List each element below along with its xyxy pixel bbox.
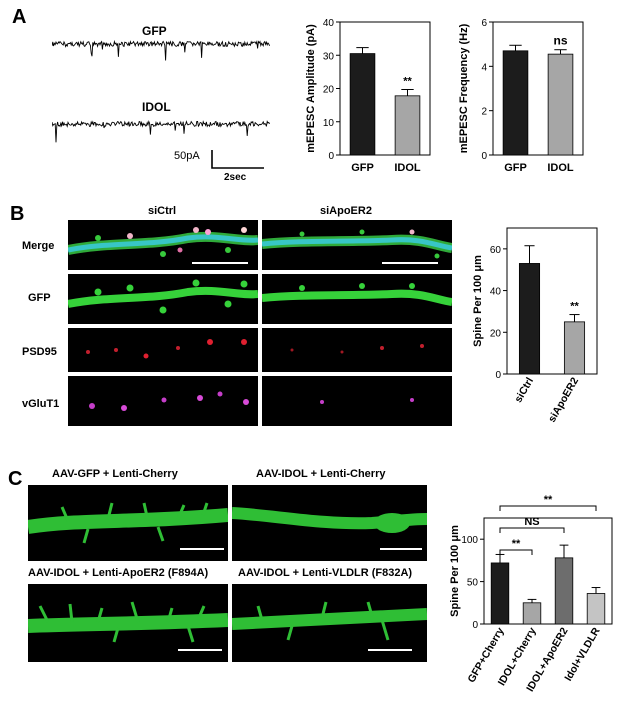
scale-label-x: 2sec <box>224 172 247 183</box>
image-title-2: AAV-IDOL + Lenti-Cherry <box>256 468 386 480</box>
micrograph-gfp-siapoer2 <box>262 274 452 324</box>
panel-b-label: B <box>10 203 25 225</box>
y-tick-label: 6 <box>481 18 487 29</box>
bar-gfp-cherry <box>490 562 510 625</box>
y-tick-label: 4 <box>481 62 487 73</box>
micrograph-vglut1-siapoer2 <box>262 376 452 426</box>
trace-gfp <box>52 39 270 61</box>
scale-bar <box>211 150 264 169</box>
y-tick-label: 2 <box>481 107 487 118</box>
plot-frame <box>492 21 584 156</box>
row-label-merge: Merge <box>22 240 55 252</box>
trace-idol <box>52 120 270 143</box>
y-axis-label: mEPESC Frequency (Hz) <box>458 23 470 153</box>
micrograph-merge-siapoer2 <box>262 220 452 270</box>
significance-bracket <box>499 527 565 533</box>
y-tick-label: 40 <box>323 18 335 29</box>
plot-frame <box>506 227 598 375</box>
y-tick-label: 0 <box>481 151 487 162</box>
y-tick-label: 0 <box>472 620 478 631</box>
y-tick-label: 20 <box>323 85 335 96</box>
significance-label: ** <box>512 538 521 550</box>
significance-bracket <box>499 505 597 511</box>
micrograph-aav-idol-vldlr <box>232 584 427 662</box>
column-label-sictrl: siCtrl <box>148 205 177 217</box>
frequency-chart: 0 2 4 6 mEPESC Frequency (Hz) GFP IDOL ns <box>458 18 584 174</box>
image-title-3: AAV-IDOL + Lenti-ApoER2 (F894A) <box>28 567 209 579</box>
row-label-gfp: GFP <box>28 292 51 304</box>
y-axis-label: Spine Per 100 μm <box>449 525 461 617</box>
y-tick-label: 10 <box>323 118 335 129</box>
plot-frame <box>483 517 613 625</box>
spine-chart-b: 0 20 40 60 Spine Per 100 μm siCtrl siApoER2 ** <box>472 227 598 424</box>
y-tick-label: 30 <box>323 51 335 62</box>
y-tick-label: 50 <box>467 578 479 589</box>
row-label-psd95: PSD95 <box>22 346 57 358</box>
y-axis-label: mEPESC Amplitude (pA) <box>305 24 317 153</box>
significance-label: NS <box>524 516 539 528</box>
micrograph-aav-gfp-cherry <box>28 485 228 561</box>
bar-sictrl <box>518 263 541 375</box>
x-tick-label: siApoER2 <box>546 375 581 424</box>
significance-label: ** <box>544 494 553 506</box>
significance-label: ** <box>403 75 412 87</box>
bar-idol-apoer2 <box>554 557 574 625</box>
micrograph-aav-idol-apoer2 <box>28 584 228 662</box>
micrograph-psd95-siapoer2 <box>262 328 452 372</box>
significance-bracket <box>499 549 533 555</box>
y-tick-label: 100 <box>461 535 478 546</box>
amplitude-chart: 0 10 20 30 40 mEPESC Amplitude (pA) GFP IDOL ** <box>305 18 431 174</box>
bar-gfp <box>349 53 376 156</box>
bar-siapoer2 <box>563 321 586 375</box>
micrograph-aav-idol-cherry <box>232 485 427 561</box>
x-tick-label: IDOL <box>547 162 574 174</box>
panel-c-label: C <box>8 468 23 490</box>
bar-idol-vldlr <box>586 593 606 625</box>
x-tick-label: GFP <box>504 162 527 174</box>
y-axis-label: Spine Per 100 μm <box>472 255 484 347</box>
bar-gfp <box>502 50 529 156</box>
x-tick-label: siCtrl <box>512 375 536 404</box>
image-title-1: AAV-GFP + Lenti-Cherry <box>52 468 178 480</box>
y-tick-label: 40 <box>490 287 502 298</box>
micrograph-vglut1-sictrl <box>68 376 258 426</box>
y-tick-label: 0 <box>328 151 334 162</box>
trace-label-gfp: GFP <box>142 24 167 38</box>
column-label-siapoer2: siApoER2 <box>320 205 372 217</box>
x-tick-label: IDOL <box>394 162 421 174</box>
scale-label-y: 50pA <box>174 150 200 162</box>
y-tick-label: 60 <box>490 245 502 256</box>
significance-label: ns <box>553 34 567 48</box>
bar-idol <box>547 53 574 156</box>
panel-a-label: A <box>12 6 27 28</box>
bar-idol <box>394 95 421 156</box>
trace-label-idol: IDOL <box>142 100 171 114</box>
row-label-vglut1: vGluT1 <box>22 398 60 410</box>
x-tick-label: GFP <box>351 162 374 174</box>
y-tick-label: 20 <box>490 328 502 339</box>
bar-idol-cherry <box>522 602 542 625</box>
micrograph-psd95-sictrl <box>68 328 258 372</box>
significance-label: ** <box>570 301 579 313</box>
image-title-4: AAV-IDOL + Lenti-VLDLR (F832A) <box>238 567 413 579</box>
y-tick-label: 0 <box>495 370 501 381</box>
micrograph-merge-sictrl <box>68 220 258 270</box>
micrograph-gfp-sictrl <box>68 274 258 324</box>
